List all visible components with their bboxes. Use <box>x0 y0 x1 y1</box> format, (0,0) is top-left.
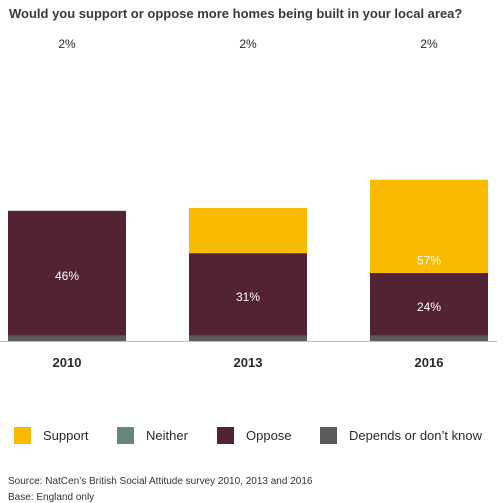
legend-label-neither: Neither <box>146 428 188 443</box>
bar-depends-2013 <box>189 335 307 341</box>
data-label-oppose-2010: 46% <box>55 269 79 283</box>
legend-item-neither: Neither <box>117 427 188 444</box>
data-label-oppose-2016: 24% <box>417 300 441 314</box>
data-label-oppose-2013: 31% <box>236 290 260 304</box>
legend-item-support: Support <box>14 427 89 444</box>
legend-label-oppose: Oppose <box>246 428 292 443</box>
legend-swatch-support <box>14 427 31 444</box>
data-label-support-2016: 57% <box>417 253 441 267</box>
legend-item-depends: Depends or don’t know <box>320 427 482 444</box>
data-label-depends-2013: 2% <box>239 37 257 51</box>
base-note: Base: England only <box>8 492 95 503</box>
legend-label-depends: Depends or don’t know <box>349 428 482 443</box>
bar-depends-2016 <box>370 335 488 341</box>
legend-label-support: Support <box>43 428 89 443</box>
source-note: Source: NatCen’s British Social Attitude… <box>8 476 313 487</box>
chart-title: Would you support or oppose more homes b… <box>9 6 463 21</box>
bar-oppose-2010 <box>8 210 126 341</box>
bar-oppose-2013 <box>189 253 307 341</box>
legend-swatch-depends <box>320 427 337 444</box>
data-label-depends-2016: 2% <box>420 37 438 51</box>
legend-swatch-neither <box>117 427 134 444</box>
x-tick-label-2016: 2016 <box>415 355 444 370</box>
data-label-depends-2010: 2% <box>58 37 76 51</box>
legend: Support Neither Oppose Depends or don’t … <box>14 427 503 447</box>
bar-oppose-2016 <box>370 273 488 341</box>
legend-swatch-oppose <box>217 427 234 444</box>
legend-item-oppose: Oppose <box>217 427 292 444</box>
bar-depends-2010 <box>8 335 126 341</box>
x-tick-label-2010: 2010 <box>53 355 82 370</box>
stacked-bar-chart: 29%23%46%2%201047%20%31%2%201357%17%24%2… <box>0 37 497 370</box>
x-tick-label-2013: 2013 <box>234 355 263 370</box>
